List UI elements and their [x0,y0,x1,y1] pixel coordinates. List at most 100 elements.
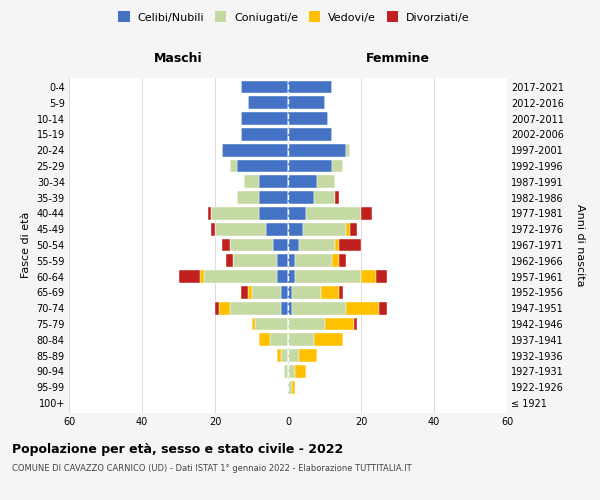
Bar [244,176,259,188]
Bar [277,349,281,362]
Legend: Celibi/Nubili, Coniugati/e, Vedovi/e, Divorziati/e: Celibi/Nubili, Coniugati/e, Vedovi/e, Di… [114,8,474,28]
Bar [200,270,204,283]
Bar [288,112,328,125]
Bar [292,302,346,314]
Bar [288,144,346,156]
Bar [346,222,350,235]
Bar [321,286,339,299]
Bar [237,191,259,204]
Bar [288,334,314,346]
Bar [226,254,233,268]
Bar [288,238,299,252]
Bar [288,96,325,110]
Bar [208,207,211,220]
Bar [288,191,314,204]
Bar [288,254,295,268]
Bar [211,222,215,235]
Bar [233,254,277,268]
Bar [288,207,306,220]
Bar [215,222,266,235]
Bar [292,380,295,394]
Bar [339,238,361,252]
Bar [218,302,230,314]
Bar [251,318,255,330]
Bar [270,334,288,346]
Bar [251,286,281,299]
Bar [335,238,339,252]
Bar [241,112,288,125]
Bar [346,302,379,314]
Bar [281,286,288,299]
Bar [288,318,325,330]
Bar [306,207,361,220]
Bar [339,286,343,299]
Bar [314,191,335,204]
Bar [281,349,288,362]
Bar [248,96,288,110]
Bar [223,144,288,156]
Bar [266,222,288,235]
Text: COMUNE DI CAVAZZO CARNICO (UD) - Dati ISTAT 1° gennaio 2022 - Elaborazione TUTTI: COMUNE DI CAVAZZO CARNICO (UD) - Dati IS… [12,464,412,473]
Bar [284,365,288,378]
Bar [248,286,251,299]
Bar [288,302,292,314]
Y-axis label: Anni di nascita: Anni di nascita [575,204,585,286]
Bar [302,222,346,235]
Bar [288,380,292,394]
Bar [215,302,218,314]
Bar [241,80,288,94]
Bar [230,160,237,172]
Bar [295,365,306,378]
Bar [350,222,358,235]
Bar [288,160,332,172]
Bar [281,302,288,314]
Y-axis label: Fasce di età: Fasce di età [21,212,31,278]
Text: Popolazione per età, sesso e stato civile - 2022: Popolazione per età, sesso e stato civil… [12,442,343,456]
Bar [288,286,292,299]
Bar [335,191,339,204]
Bar [376,270,386,283]
Bar [241,286,248,299]
Bar [361,270,376,283]
Bar [288,128,332,141]
Bar [295,270,361,283]
Bar [361,207,372,220]
Bar [288,222,302,235]
Bar [230,302,281,314]
Bar [179,270,200,283]
Bar [222,238,230,252]
Bar [339,254,346,268]
Bar [241,128,288,141]
Bar [204,270,277,283]
Bar [317,176,335,188]
Bar [295,254,332,268]
Bar [288,365,295,378]
Bar [259,207,288,220]
Bar [288,80,332,94]
Bar [277,254,288,268]
Bar [288,176,317,188]
Bar [346,144,350,156]
Bar [277,270,288,283]
Bar [237,160,288,172]
Bar [259,334,270,346]
Bar [230,238,274,252]
Bar [292,286,321,299]
Bar [211,207,259,220]
Bar [288,349,299,362]
Bar [288,270,295,283]
Bar [314,334,343,346]
Text: Femmine: Femmine [365,52,430,65]
Bar [255,318,288,330]
Bar [259,176,288,188]
Bar [274,238,288,252]
Bar [379,302,386,314]
Bar [299,349,317,362]
Bar [332,160,343,172]
Bar [299,238,335,252]
Bar [325,318,354,330]
Text: Maschi: Maschi [154,52,203,65]
Bar [354,318,358,330]
Bar [259,191,288,204]
Bar [332,254,339,268]
